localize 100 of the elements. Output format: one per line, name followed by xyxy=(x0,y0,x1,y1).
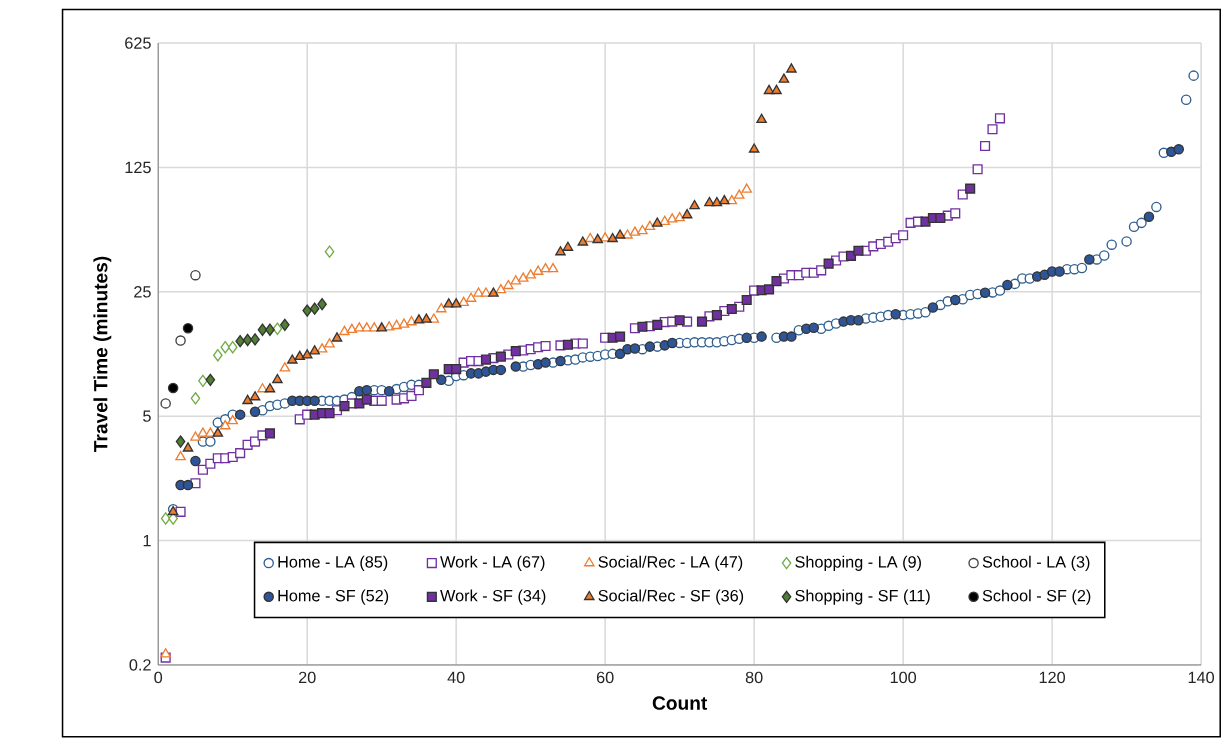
y-tick-label: 0.2 xyxy=(129,659,151,671)
point xyxy=(249,406,261,418)
point xyxy=(741,295,752,306)
x-tick-label: 0 xyxy=(154,671,163,684)
point xyxy=(503,280,514,290)
point xyxy=(331,332,343,342)
point xyxy=(182,442,194,452)
point xyxy=(272,322,283,336)
point xyxy=(242,394,253,405)
point xyxy=(257,323,268,337)
point xyxy=(614,331,626,342)
point xyxy=(324,245,335,259)
point xyxy=(741,183,752,193)
legend-label: Social/Rec - SF (36) xyxy=(598,589,744,605)
point xyxy=(771,276,782,287)
point xyxy=(450,298,462,308)
point xyxy=(182,480,194,491)
point xyxy=(592,233,604,244)
point xyxy=(235,335,245,348)
point xyxy=(198,374,208,388)
point xyxy=(532,265,544,276)
legend-label: School - LA (3) xyxy=(982,555,1090,572)
point xyxy=(510,346,521,357)
point xyxy=(317,298,327,311)
point xyxy=(212,349,223,362)
point xyxy=(190,455,201,467)
point xyxy=(927,302,939,313)
x-tick-label: 60 xyxy=(596,671,614,684)
point xyxy=(652,319,663,331)
point xyxy=(339,325,350,336)
point xyxy=(1173,144,1184,155)
point xyxy=(160,648,171,658)
point xyxy=(756,113,767,124)
point xyxy=(637,225,648,235)
point xyxy=(763,284,775,295)
point xyxy=(249,391,261,401)
legend-label: Social/Rec - LA (47) xyxy=(598,555,743,572)
point xyxy=(458,296,469,307)
point xyxy=(272,374,283,384)
point xyxy=(823,258,834,269)
point xyxy=(286,354,298,364)
point xyxy=(309,302,320,316)
point xyxy=(525,269,536,279)
y-tick-label: 625 xyxy=(125,37,151,49)
point xyxy=(227,341,238,354)
point xyxy=(160,512,171,525)
point xyxy=(719,195,730,205)
point xyxy=(681,209,693,219)
point xyxy=(428,369,439,380)
point xyxy=(517,272,529,283)
point xyxy=(666,213,678,223)
point xyxy=(1054,266,1065,277)
point xyxy=(786,63,797,73)
point xyxy=(577,236,589,246)
x-tick-label: 40 xyxy=(447,671,465,684)
x-tick-label: 80 xyxy=(745,671,763,684)
point xyxy=(324,338,335,348)
legend-label: Work - SF (34) xyxy=(440,589,546,605)
point xyxy=(733,189,745,199)
point xyxy=(205,373,216,387)
point xyxy=(250,333,260,346)
x-tick-label: 20 xyxy=(298,671,316,684)
point xyxy=(376,322,387,332)
point xyxy=(190,431,201,441)
point xyxy=(212,427,224,437)
point xyxy=(175,435,186,448)
legend-label: Shopping - LA (9) xyxy=(795,555,921,572)
legend-label: School - SF (2) xyxy=(982,589,1091,605)
point xyxy=(495,351,506,362)
y-tick-label: 125 xyxy=(125,161,151,174)
legend-label: Home - SF (52) xyxy=(278,589,389,605)
point xyxy=(421,377,432,389)
point xyxy=(786,331,797,343)
legend-label: Home - LA (85) xyxy=(278,555,388,572)
point xyxy=(696,316,708,327)
point xyxy=(711,197,723,207)
legend-label: Work - LA (67) xyxy=(440,555,545,572)
point xyxy=(309,345,320,355)
point xyxy=(443,298,455,308)
point xyxy=(264,428,276,439)
y-axis-title: Travel Time (minutes) xyxy=(93,256,112,453)
point xyxy=(689,200,700,210)
point xyxy=(547,263,559,273)
y-tick-label: 1 xyxy=(143,535,151,547)
point xyxy=(301,349,313,359)
point xyxy=(555,246,566,256)
point xyxy=(435,303,447,313)
point xyxy=(488,287,499,297)
point xyxy=(644,220,656,231)
point xyxy=(562,241,574,252)
point xyxy=(160,398,171,409)
point xyxy=(771,84,782,95)
point xyxy=(205,427,216,437)
x-tick-label: 140 xyxy=(1188,671,1214,684)
x-tick-label: 120 xyxy=(1039,671,1066,684)
point xyxy=(391,319,402,330)
point xyxy=(324,408,335,419)
x-tick-label: 100 xyxy=(890,671,917,684)
point xyxy=(279,362,291,372)
point xyxy=(965,183,976,194)
